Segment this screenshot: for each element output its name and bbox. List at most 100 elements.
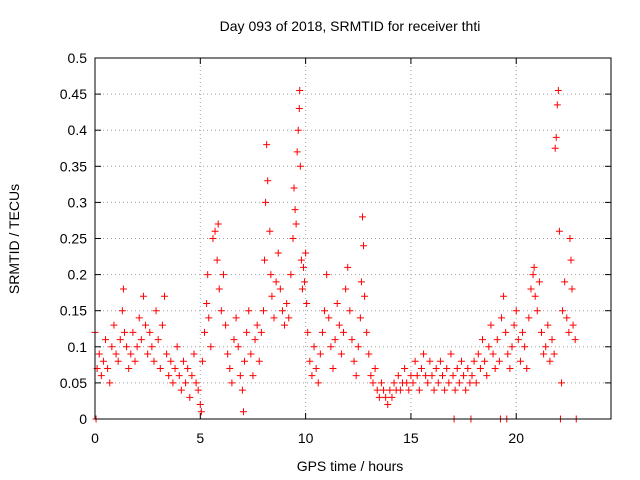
data-point xyxy=(161,292,169,300)
data-point xyxy=(567,256,575,264)
data-point xyxy=(291,206,299,214)
data-point xyxy=(367,372,375,380)
data-point xyxy=(457,357,465,365)
data-point xyxy=(230,336,238,344)
data-point xyxy=(413,372,421,380)
data-point xyxy=(321,307,329,315)
data-point xyxy=(316,350,324,358)
data-point xyxy=(272,278,280,286)
data-point xyxy=(424,379,432,387)
data-point xyxy=(296,162,304,170)
data-point xyxy=(506,364,514,372)
data-point xyxy=(293,148,301,156)
data-point xyxy=(365,350,373,358)
data-point xyxy=(550,350,558,358)
data-point xyxy=(268,292,276,300)
data-point xyxy=(373,386,381,394)
data-point xyxy=(182,379,190,387)
data-point xyxy=(415,386,423,394)
data-point xyxy=(542,343,550,351)
data-point xyxy=(380,386,388,394)
data-point xyxy=(361,292,369,300)
data-point xyxy=(470,357,478,365)
data-point xyxy=(529,271,537,279)
data-point xyxy=(357,278,365,286)
data-point xyxy=(245,307,253,315)
data-point xyxy=(559,307,567,315)
data-point xyxy=(251,336,259,344)
data-point xyxy=(453,364,461,372)
data-point xyxy=(292,220,300,228)
data-point xyxy=(318,328,326,336)
data-point xyxy=(194,386,202,394)
data-point xyxy=(396,386,404,394)
data-point xyxy=(479,336,487,344)
data-point xyxy=(247,350,255,358)
data-point xyxy=(118,307,126,315)
data-point xyxy=(516,357,524,365)
data-point xyxy=(211,227,219,235)
data-point xyxy=(544,321,552,329)
data-point xyxy=(127,350,135,358)
data-point xyxy=(548,336,556,344)
data-point xyxy=(295,105,303,113)
data-point xyxy=(257,328,265,336)
data-point xyxy=(274,249,282,257)
data-point xyxy=(308,372,316,380)
data-point xyxy=(263,141,271,149)
data-point xyxy=(363,328,371,336)
data-point xyxy=(312,364,320,372)
y-tick-label: 0.35 xyxy=(60,158,87,174)
data-point xyxy=(123,343,131,351)
data-point xyxy=(219,271,227,279)
data-point xyxy=(214,220,222,228)
data-point xyxy=(428,372,436,380)
data-point xyxy=(281,321,289,329)
data-point xyxy=(439,372,447,380)
data-point xyxy=(239,408,247,416)
data-point xyxy=(95,350,103,358)
data-point xyxy=(476,364,484,372)
data-point xyxy=(204,271,212,279)
data-point xyxy=(551,144,559,152)
data-point xyxy=(342,285,350,293)
data-point xyxy=(154,336,162,344)
data-point xyxy=(540,350,548,358)
data-point xyxy=(238,386,246,394)
data-point xyxy=(310,343,318,351)
data-point xyxy=(209,235,217,242)
data-point xyxy=(267,271,275,279)
data-point xyxy=(298,285,306,293)
data-point xyxy=(337,350,345,358)
data-point xyxy=(561,278,569,286)
data-point xyxy=(512,307,520,315)
data-point xyxy=(234,343,242,351)
data-point xyxy=(568,285,576,293)
data-point xyxy=(171,364,179,372)
data-point xyxy=(215,285,223,293)
data-point xyxy=(179,357,187,365)
x-tick-label: 0 xyxy=(91,430,99,446)
data-point xyxy=(346,307,354,315)
data-point xyxy=(255,357,263,365)
data-point xyxy=(554,86,562,94)
data-point xyxy=(384,401,392,409)
data-point xyxy=(243,328,251,336)
data-point xyxy=(531,292,539,300)
data-point xyxy=(163,350,171,358)
data-point xyxy=(287,271,295,279)
data-point xyxy=(417,364,425,372)
data-point xyxy=(369,379,377,387)
data-point xyxy=(565,328,573,336)
data-point xyxy=(213,256,221,264)
data-point xyxy=(466,379,474,387)
data-point xyxy=(436,357,444,365)
data-point xyxy=(156,364,164,372)
data-point xyxy=(148,343,156,351)
data-point xyxy=(535,278,543,286)
data-point xyxy=(323,271,331,279)
data-point xyxy=(443,364,451,372)
data-point xyxy=(504,350,512,358)
data-point xyxy=(464,364,472,372)
tick-labels: 0 0.05 0.1 0.15 0.2 0.25 0.3 0.35 0.4 0.45 0.5 0 5 10… xyxy=(60,50,524,446)
